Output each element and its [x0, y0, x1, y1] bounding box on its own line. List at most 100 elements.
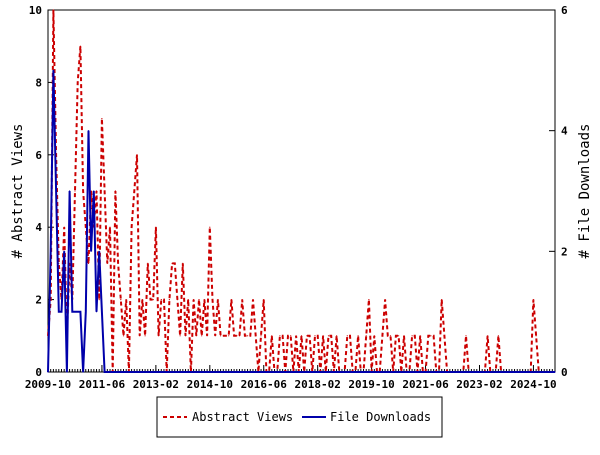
abstract-views-point [419, 335, 421, 337]
abstract-views-point [141, 299, 143, 301]
file-downloads-point [206, 371, 208, 373]
left-tick-label: 6 [35, 149, 42, 162]
abstract-views-point [114, 190, 116, 192]
file-downloads-point [249, 371, 251, 373]
file-downloads-point [141, 371, 143, 373]
left-axis-title: # Abstract Views [10, 124, 26, 259]
abstract-views-point [255, 335, 257, 337]
file-downloads-point [416, 371, 419, 373]
file-downloads-point [492, 371, 494, 373]
file-downloads-point [538, 371, 540, 373]
file-downloads-point [338, 371, 340, 373]
file-downloads-point [546, 371, 548, 373]
file-downloads-point [484, 371, 486, 373]
abstract-views-point [158, 335, 160, 337]
file-downloads-point [349, 371, 351, 373]
abstract-views-point [136, 154, 138, 156]
file-downloads-point [300, 371, 303, 373]
file-downloads-point [50, 250, 52, 252]
abstract-views-point [387, 335, 389, 337]
x-tick-label: 2016-06 [241, 378, 288, 391]
file-downloads-point [220, 371, 222, 373]
abstract-views-point [236, 335, 238, 337]
right-tick-label: 4 [561, 125, 568, 138]
file-downloads-point [408, 371, 410, 373]
abstract-views-point [120, 299, 122, 301]
abstract-views-point [238, 335, 241, 337]
file-downloads-point [425, 371, 427, 373]
abstract-views-point [176, 299, 178, 301]
file-downloads-point [60, 311, 63, 313]
abstract-views-point [195, 335, 197, 337]
abstract-views-point [309, 335, 311, 337]
file-downloads-point [392, 371, 394, 373]
file-downloads-point [276, 371, 278, 373]
file-downloads-point [69, 190, 71, 192]
abstract-views-point [241, 299, 243, 301]
file-downloads-point [551, 371, 553, 373]
abstract-views-point [211, 299, 214, 301]
x-tick-label: 2011-06 [79, 378, 126, 391]
file-downloads-point [66, 371, 68, 373]
abstract-views-point [249, 335, 251, 337]
abstract-views-point [214, 335, 216, 337]
file-downloads-point [260, 371, 262, 373]
abstract-views-point [109, 226, 111, 228]
file-downloads-point [290, 371, 292, 373]
file-downloads-point [435, 371, 437, 373]
right-axis-title: # File Downloads [577, 124, 593, 259]
file-downloads-point [171, 371, 173, 373]
file-downloads-point [176, 371, 178, 373]
abstract-views-point [122, 335, 125, 337]
file-downloads-point [376, 371, 378, 373]
file-downloads-point [155, 371, 157, 373]
file-downloads-point [306, 371, 308, 373]
file-downloads-point [106, 371, 108, 373]
file-downloads-point [273, 371, 276, 373]
x-tick-label: 2009-10 [25, 378, 71, 391]
abstract-views-point [373, 335, 375, 337]
file-downloads-point [368, 371, 370, 373]
file-downloads-point [90, 250, 92, 252]
abstract-views-point [300, 335, 303, 337]
file-downloads-point [352, 371, 354, 373]
file-downloads-point [495, 371, 497, 373]
abstract-views-point [155, 226, 157, 228]
abstract-views-point [95, 190, 98, 192]
file-downloads-point [527, 371, 529, 373]
x-axis-tick-labels: 2009-10 2011-06 2013-02 2014-10 2016-06 2018-… [25, 378, 557, 391]
file-downloads-point [187, 371, 189, 373]
abstract-views-point [184, 335, 187, 337]
plot-frame [47, 9, 556, 373]
abstract-views-point [222, 335, 224, 337]
file-downloads-point [47, 371, 49, 373]
file-downloads-point [460, 371, 462, 373]
file-downloads-point [247, 371, 249, 373]
file-downloads-point [508, 371, 510, 373]
abstract-views-point [147, 262, 149, 264]
abstract-views-point [381, 335, 383, 337]
file-downloads-point [149, 371, 152, 373]
abstract-views-point [168, 299, 170, 301]
file-downloads-point [85, 311, 87, 313]
abstract-views-point [290, 335, 292, 337]
file-downloads-point [481, 371, 483, 373]
abstract-views-point [201, 335, 203, 337]
file-downloads-point [152, 371, 154, 373]
file-downloads-point [71, 311, 73, 313]
abstract-views-point [322, 335, 324, 337]
file-downloads-point [211, 371, 214, 373]
file-downloads-point [468, 371, 470, 373]
file-downloads-point [198, 371, 200, 373]
abstract-views-point [263, 299, 265, 301]
file-downloads-point [214, 371, 216, 373]
file-downloads-point [398, 371, 400, 373]
file-downloads-point [360, 371, 362, 373]
abstract-views-point [101, 118, 103, 120]
file-downloads-point [333, 371, 335, 373]
file-downloads-point [443, 371, 445, 373]
file-downloads-point [125, 371, 127, 373]
file-downloads-point [168, 371, 170, 373]
file-downloads-point [225, 371, 227, 373]
